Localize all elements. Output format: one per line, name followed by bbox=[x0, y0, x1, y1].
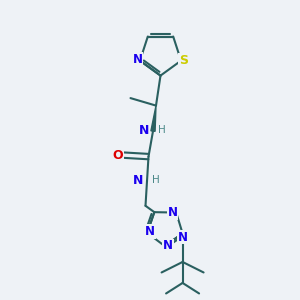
Text: N: N bbox=[133, 174, 143, 187]
Text: N: N bbox=[168, 206, 178, 219]
Text: H: H bbox=[158, 124, 165, 135]
Text: N: N bbox=[139, 124, 149, 137]
Text: N: N bbox=[163, 239, 173, 253]
Text: H: H bbox=[152, 175, 159, 185]
Text: N: N bbox=[178, 231, 188, 244]
Text: O: O bbox=[112, 148, 123, 162]
Text: N: N bbox=[145, 225, 155, 238]
Text: S: S bbox=[179, 54, 188, 67]
Text: N: N bbox=[133, 53, 142, 66]
Polygon shape bbox=[151, 106, 156, 131]
